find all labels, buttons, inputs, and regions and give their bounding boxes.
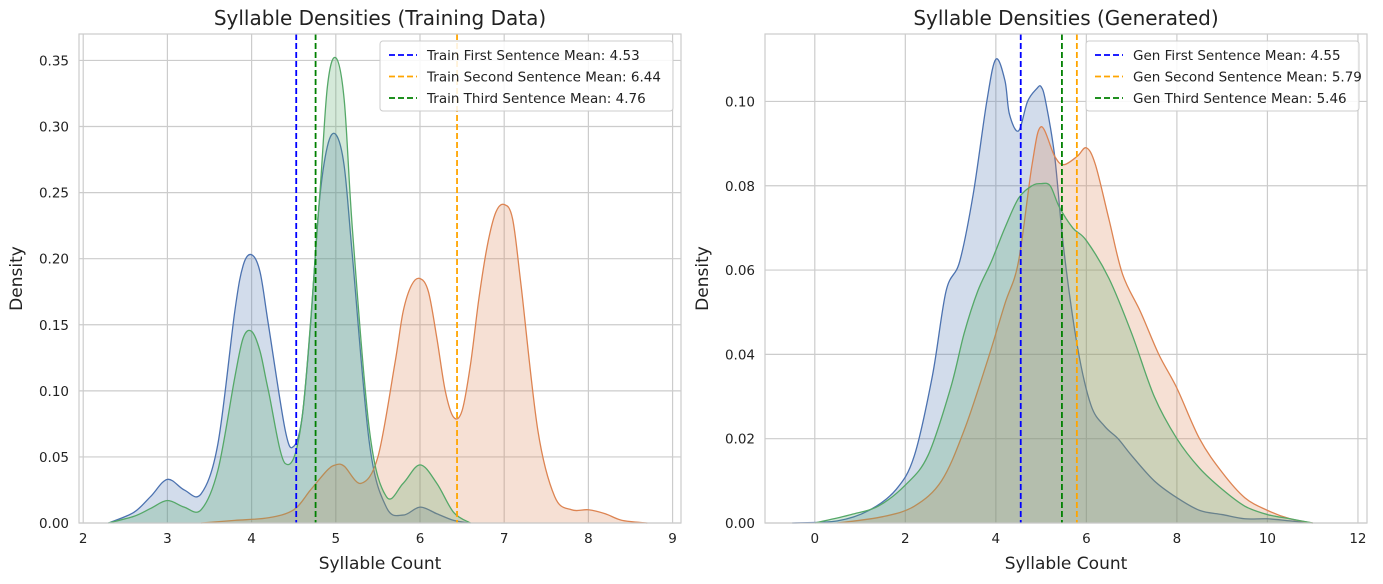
x-tick-label: 6 (1082, 531, 1091, 547)
y-tick-label: 0.00 (725, 516, 755, 532)
x-tick-label: 12 (1349, 531, 1366, 547)
legend-entry-3: Train Third Sentence Mean: 4.76 (426, 91, 646, 107)
x-tick-label: 7 (500, 531, 509, 547)
legend-entry-2: Train Second Sentence Mean: 6.44 (426, 70, 661, 86)
legend-entry-2: Gen Second Sentence Mean: 5.79 (1133, 70, 1362, 86)
chart-title: Syllable Densities (Training Data) (214, 6, 546, 30)
x-tick-label: 5 (332, 531, 341, 547)
x-tick-label: 0 (810, 531, 819, 547)
x-tick-label: 2 (79, 531, 88, 547)
chart-panel-2: 0 2 4 6 8 10 12 0.00 0.02 0.04 0.06 0.08 0.10 Syllabl… (693, 6, 1368, 574)
chart-title: Syllable Densities (Generated) (913, 6, 1218, 30)
y-tick-label: 0.15 (39, 318, 69, 334)
density-line-3 (814, 182, 1313, 524)
density-area-2 (201, 204, 648, 523)
density-area-3 (814, 183, 1313, 524)
legend-entry-1: Gen First Sentence Mean: 4.55 (1133, 48, 1341, 64)
y-axis-label: Density (7, 246, 27, 311)
legend: Train First Sentence Mean: 4.53 Train Sec… (379, 40, 674, 112)
chart-panel-1: 2 3 4 5 6 7 8 9 0.00 0.05 0.10 0.15 0.20 0.25 0.30 0.35… (7, 6, 682, 574)
y-tick-label: 0.05 (39, 450, 69, 466)
density-line-2 (201, 203, 648, 524)
x-tick-label: 4 (992, 531, 1001, 547)
legend: Gen First Sentence Mean: 4.55 Gen Second … (1085, 40, 1362, 112)
y-axis-label: Density (693, 246, 713, 311)
y-tick-label: 0.08 (725, 179, 755, 195)
y-tick-label: 0.04 (725, 347, 755, 363)
plot-frame (78, 33, 682, 524)
plot-frame (764, 33, 1368, 524)
legend-entry-3: Gen Third Sentence Mean: 5.46 (1133, 91, 1347, 107)
density-line-2 (837, 126, 1313, 524)
x-tick-label: 8 (584, 531, 593, 547)
legend-box (379, 40, 674, 112)
density-line-3 (108, 56, 471, 524)
x-tick-label: 3 (163, 531, 172, 547)
density-area-2 (837, 126, 1313, 523)
y-tick-label: 0.02 (725, 432, 755, 448)
y-tick-label: 0.20 (39, 252, 69, 268)
x-tick-label: 9 (668, 531, 677, 547)
y-tick-label: 0.25 (39, 186, 69, 202)
x-tick-label: 2 (901, 531, 910, 547)
x-tick-label: 6 (416, 531, 425, 547)
y-tick-label: 0.10 (39, 384, 69, 400)
x-tick-label: 10 (1259, 531, 1276, 547)
x-axis-label: Syllable Count (1005, 554, 1128, 574)
y-tick-label: 0.10 (725, 94, 755, 110)
x-tick-label: 8 (1173, 531, 1182, 547)
density-line-1 (792, 58, 1313, 524)
y-tick-label: 0.30 (39, 120, 69, 136)
x-tick-label: 4 (247, 531, 256, 547)
density-area-1 (792, 58, 1313, 523)
x-axis-label: Syllable Count (319, 554, 442, 574)
y-tick-label: 0.00 (39, 516, 69, 532)
legend-box (1085, 40, 1360, 112)
y-tick-label: 0.06 (725, 263, 755, 279)
y-tick-label: 0.35 (39, 53, 69, 69)
legend-entry-1: Train First Sentence Mean: 4.53 (426, 48, 640, 64)
